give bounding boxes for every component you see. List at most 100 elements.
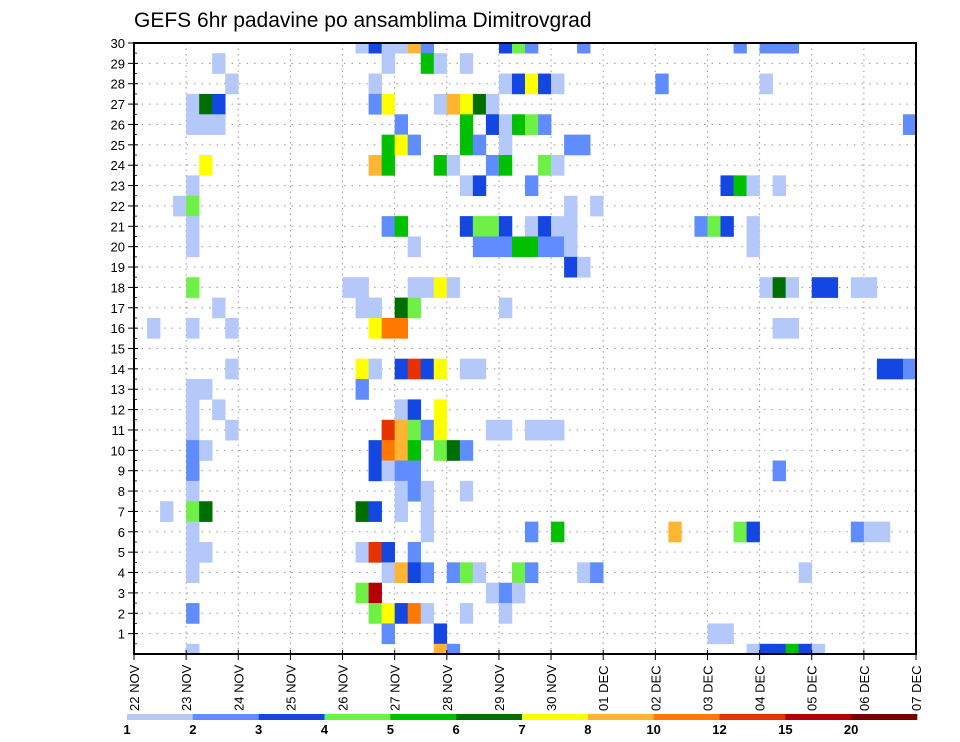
heatmap-cell: [160, 501, 174, 522]
heatmap-cell: [577, 256, 591, 278]
y-tick-label: 5: [118, 545, 125, 560]
colorbar-label: 5: [387, 722, 394, 737]
heatmap-cell: [485, 114, 500, 135]
heatmap-cell: [186, 501, 200, 522]
heatmap-cell: [368, 440, 382, 461]
heatmap-cell: [511, 114, 526, 135]
heatmap-cell: [381, 134, 395, 156]
y-tick-label: 26: [111, 117, 125, 132]
heatmap-cell: [538, 419, 552, 441]
heatmap-cell: [433, 277, 448, 298]
heatmap-cell: [720, 623, 734, 645]
heatmap-cell: [394, 419, 408, 441]
heatmap-cell: [433, 623, 448, 645]
colorbar-segment: [522, 714, 589, 720]
heatmap-cell: [824, 277, 839, 298]
y-tick-label: 21: [111, 219, 125, 234]
heatmap-cell: [381, 623, 395, 645]
heatmap-cell: [186, 195, 200, 217]
heatmap-cell: [433, 440, 448, 461]
heatmap-cell: [538, 236, 552, 258]
heatmap-cell: [538, 73, 552, 95]
heatmap-cell: [433, 53, 448, 74]
y-tick-label: 9: [118, 464, 125, 479]
heatmap-cell: [368, 582, 382, 604]
y-tick-label: 6: [118, 525, 125, 540]
heatmap-cell: [368, 541, 382, 563]
colorbar-label: 10: [646, 722, 660, 737]
heatmap-cell: [498, 297, 513, 319]
heatmap-cell: [420, 603, 435, 624]
y-tick-label: 13: [111, 382, 125, 397]
heatmap-cell: [212, 93, 226, 115]
y-tick-label: 28: [111, 77, 125, 92]
heatmap-cell: [525, 175, 539, 197]
x-tick-label: 03 DEC: [700, 665, 715, 711]
heatmap-cell: [733, 175, 747, 197]
heatmap-cell: [498, 43, 513, 54]
x-tick-label: 26 NOV: [336, 664, 351, 711]
heatmap-cell: [186, 419, 200, 441]
heatmap-cell: [590, 195, 604, 217]
heatmap-cell: [472, 216, 487, 237]
colorbar-label: 7: [518, 722, 525, 737]
heatmap-cell: [733, 43, 747, 54]
heatmap-cell: [420, 562, 435, 584]
y-tick-label: 27: [111, 97, 125, 112]
x-tick-label: 06 DEC: [857, 665, 872, 711]
heatmap-cell: [720, 216, 734, 237]
heatmap-cell: [525, 73, 539, 95]
colorbar-label: 12: [712, 722, 726, 737]
heatmap-cell: [551, 216, 565, 237]
heatmap-cell: [472, 236, 487, 258]
heatmap-cell: [381, 43, 395, 54]
heatmap-cell: [394, 317, 408, 339]
heatmap-cell: [472, 175, 487, 197]
heatmap-cell: [551, 73, 565, 95]
y-tick-label: 17: [111, 301, 125, 316]
heatmap-cell: [368, 460, 382, 482]
heatmap-cell: [186, 643, 200, 654]
heatmap-cell: [420, 419, 435, 441]
heatmap-cell: [407, 236, 422, 258]
heatmap-cell: [368, 317, 382, 339]
heatmap-cell: [485, 216, 500, 237]
x-tick-label: 29 NOV: [492, 664, 507, 711]
heatmap-cell: [850, 521, 865, 543]
heatmap-cell: [381, 93, 395, 115]
y-axis: 1234567891011121314151617181920212223242…: [111, 36, 138, 645]
heatmap-cell: [759, 73, 773, 95]
heatmap-cell: [355, 43, 369, 54]
heatmap-cell: [186, 175, 200, 197]
heatmap-cell: [381, 419, 395, 441]
heatmap-cell: [498, 582, 513, 604]
y-tick-label: 10: [111, 443, 125, 458]
heatmap-cell: [772, 175, 786, 197]
heatmap-cell: [355, 297, 369, 319]
y-tick-label: 25: [111, 138, 125, 153]
heatmap-cell: [381, 603, 395, 624]
heatmap-cell: [525, 562, 539, 584]
heatmap-cell: [407, 134, 422, 156]
heatmap-cell: [850, 277, 865, 298]
heatmap-cell: [551, 521, 565, 543]
heatmap-cell: [173, 195, 187, 217]
heatmap-cell: [746, 236, 760, 258]
heatmap-cell: [772, 277, 786, 298]
heatmap-cell: [186, 317, 200, 339]
x-tick-label: 25 NOV: [283, 664, 298, 711]
heatmap-cell: [199, 114, 213, 135]
heatmap-cell: [446, 93, 461, 115]
heatmap-cell: [433, 643, 448, 654]
heatmap-cell: [590, 562, 604, 584]
colorbar-label: 8: [584, 722, 591, 737]
heatmap-cell: [433, 399, 448, 421]
heatmap-cell: [876, 358, 891, 380]
heatmap-cell: [420, 43, 435, 54]
colorbar-segment: [456, 714, 523, 720]
heatmap-cell: [407, 399, 422, 421]
heatmap-cell: [407, 603, 422, 624]
y-tick-label: 12: [111, 403, 125, 418]
heatmap-cell: [485, 582, 500, 604]
